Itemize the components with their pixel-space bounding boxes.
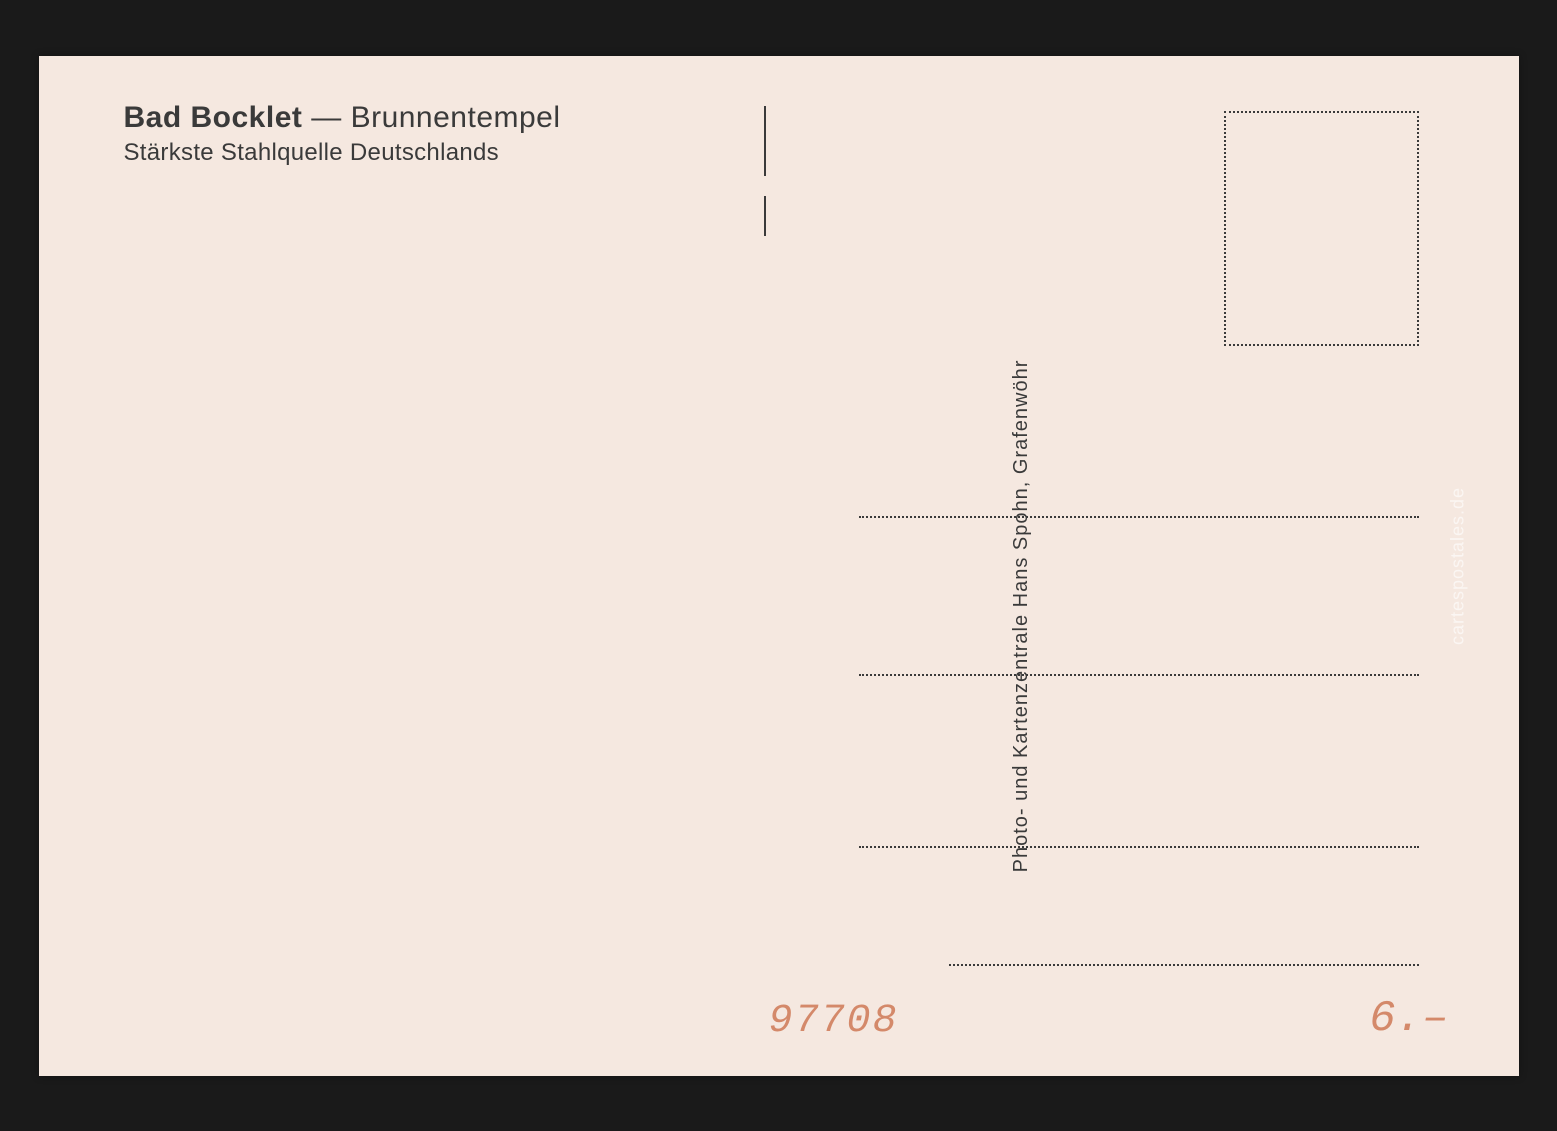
handwritten-price: 6.– (1369, 994, 1448, 1044)
publisher-credit: Photo- und Kartenzentrale Hans Spohn, Gr… (1009, 359, 1032, 872)
title-separator: — (302, 101, 350, 134)
title-location: Bad Bocklet (124, 101, 303, 134)
address-line-4 (949, 964, 1419, 966)
address-line-2 (859, 674, 1419, 676)
handwritten-catalog-number: 97708 (769, 999, 899, 1044)
postcard-subtitle: Stärkste Stahlquelle Deutschlands (124, 139, 561, 167)
postcard-title: Bad Bocklet — Brunnentempel (124, 101, 561, 135)
center-divider-dash (764, 196, 766, 236)
center-divider-top (764, 106, 766, 176)
address-line-3 (859, 846, 1419, 848)
title-subject: Brunnentempel (351, 101, 561, 134)
postcard-back: Bad Bocklet — Brunnentempel Stärkste Sta… (39, 56, 1519, 1076)
watermark-text: cartespostales.de (1447, 486, 1468, 644)
stamp-placeholder (1224, 111, 1419, 346)
postcard-header: Bad Bocklet — Brunnentempel Stärkste Sta… (124, 101, 561, 167)
address-line-1 (859, 516, 1419, 518)
